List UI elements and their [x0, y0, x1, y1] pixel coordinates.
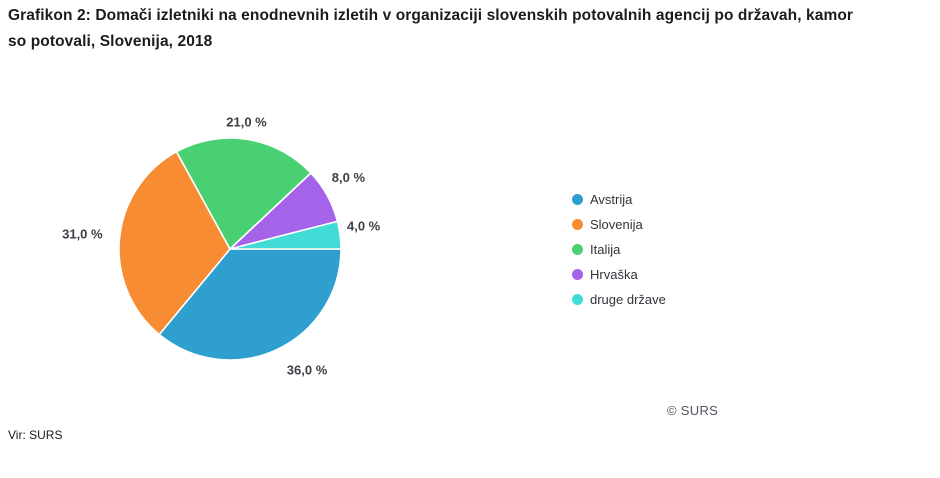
legend-item-druge-drzave: druge države	[572, 287, 666, 312]
legend-label-italija: Italija	[590, 242, 621, 257]
chart-title-line1: Grafikon 2: Domači izletniki na enodnevn…	[8, 7, 854, 24]
pie-label-avstrija: 36,0 %	[287, 363, 328, 378]
legend-color-dot	[572, 294, 583, 305]
pie-slice-druge-drzave	[229, 220, 342, 250]
pie-slice-italija	[175, 137, 312, 250]
pie-label-hrvaska: 8,0 %	[332, 170, 366, 185]
pie-slices	[118, 137, 342, 361]
legend-color-dot	[572, 194, 583, 205]
legend-label-druge-drzave: druge države	[590, 292, 666, 307]
legend-item-hrvaska: Hrvaška	[572, 262, 666, 287]
legend-item-slovenija: Slovenija	[572, 212, 666, 237]
legend-label-hrvaska: Hrvaška	[590, 267, 638, 282]
legend-item-avstrija: Avstrija	[572, 187, 666, 212]
pie-label-italija: 21,0 %	[226, 115, 267, 130]
pie-labels: 36,0 % 31,0 % 21,0 % 8,0 % 4,0 %	[62, 115, 381, 378]
pie-slice-avstrija	[158, 248, 342, 361]
legend-label-avstrija: Avstrija	[590, 192, 633, 207]
legend-label-slovenija: Slovenija	[590, 217, 643, 232]
legend-color-dot	[572, 269, 583, 280]
source-note: Vir: SURS	[8, 428, 63, 442]
legend-color-dot	[572, 219, 583, 230]
pie-label-slovenija: 31,0 %	[62, 227, 103, 242]
chart-title: Grafikon 2: Domači izletniki na enodnevn…	[8, 3, 936, 55]
pie-slice-slovenija	[118, 150, 231, 336]
chart-legend: Avstrija Slovenija Italija Hrvaška druge…	[572, 187, 666, 312]
legend-color-dot	[572, 244, 583, 255]
legend-item-italija: Italija	[572, 237, 666, 262]
pie-label-druge-drzave: 4,0 %	[347, 219, 381, 234]
surs-copyright: © SURS	[667, 403, 719, 418]
chart-title-line2: so potovali, Slovenija, 2018	[8, 33, 213, 50]
